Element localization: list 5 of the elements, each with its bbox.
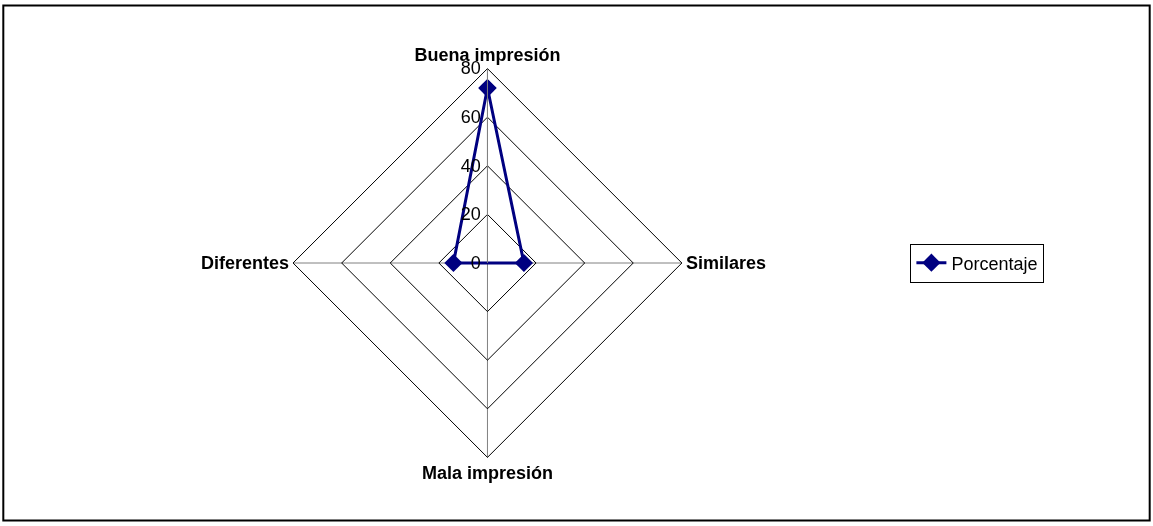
spoke-label: Diferentes [200,253,289,274]
spoke-label: Mala impresión [421,463,553,484]
legend-label: Porcentaje [951,253,1038,274]
y-tick-label: 60 [460,107,481,128]
spoke-label: Similares [685,253,767,274]
